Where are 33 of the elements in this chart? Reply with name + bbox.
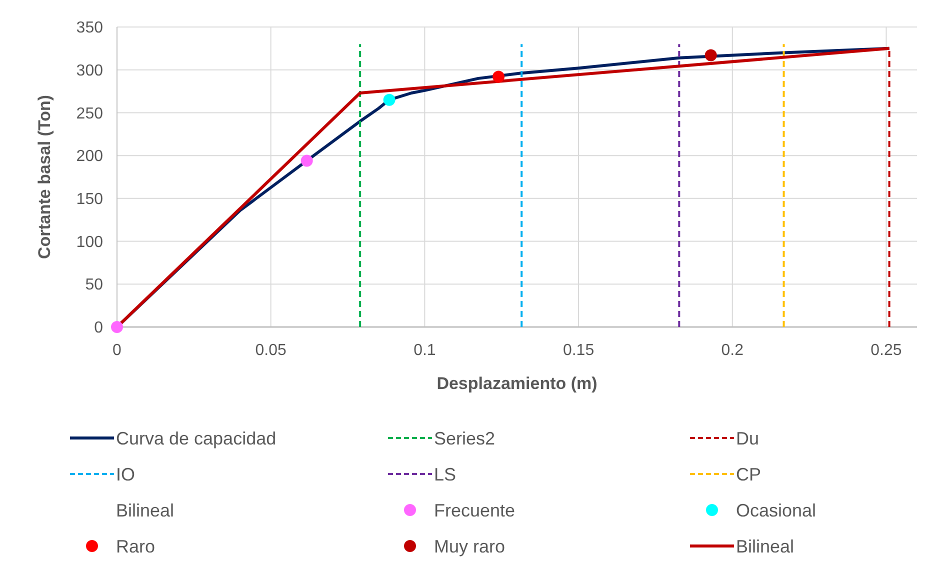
legend-label: Raro <box>116 536 156 556</box>
point <box>704 49 717 62</box>
x-tick-label: 0.2 <box>721 342 744 359</box>
y-tick-label: 300 <box>76 62 104 80</box>
legend-label: Curva de capacidad <box>116 428 276 448</box>
x-tick-label: 0.15 <box>562 342 594 359</box>
point <box>383 94 396 106</box>
legend-label: CP <box>736 464 762 484</box>
y-tick-label: 0 <box>94 320 104 337</box>
legend-label: Frecuente <box>434 500 516 520</box>
y-axis-title: Cortante basal (Ton) <box>35 94 54 260</box>
x-tick-label: 0.05 <box>255 342 287 359</box>
legend-label: Du <box>736 428 760 448</box>
y-tick-label: 350 <box>76 20 104 37</box>
x-tick-label: 0.1 <box>414 342 436 359</box>
legend-label: Ocasional <box>736 500 816 520</box>
point <box>111 321 123 333</box>
legend-label: Muy raro <box>434 536 506 556</box>
point <box>300 154 313 167</box>
legend-label: Bilineal <box>736 536 794 556</box>
y-tick-label: 200 <box>76 148 104 166</box>
y-tick-label: 50 <box>85 276 104 294</box>
y-tick-label: 250 <box>76 105 104 122</box>
legend-label: IO <box>116 464 136 484</box>
y-tick-label: 150 <box>76 191 104 208</box>
legend-label: Series2 <box>434 428 496 448</box>
legend-label: LS <box>434 464 456 484</box>
text: Bilineal <box>116 500 174 520</box>
point <box>492 70 505 83</box>
x-tick-label: 0 <box>112 342 122 359</box>
x-axis-title: Desplazamiento (m) <box>436 374 598 393</box>
y-tick-label: 100 <box>76 234 104 251</box>
x-tick-label: 0.25 <box>870 342 902 359</box>
